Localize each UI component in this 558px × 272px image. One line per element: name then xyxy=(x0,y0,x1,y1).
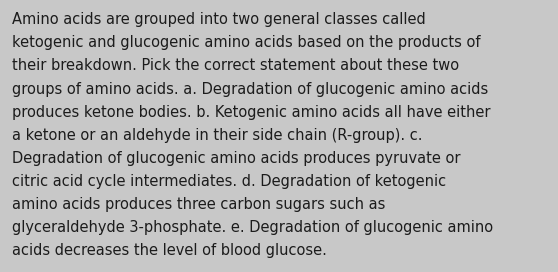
Text: ketogenic and glucogenic amino acids based on the products of: ketogenic and glucogenic amino acids bas… xyxy=(12,35,481,50)
Text: acids decreases the level of blood glucose.: acids decreases the level of blood gluco… xyxy=(12,243,327,258)
Text: glyceraldehyde 3-phosphate. e. Degradation of glucogenic amino: glyceraldehyde 3-phosphate. e. Degradati… xyxy=(12,220,493,235)
Text: a ketone or an aldehyde in their side chain (R-group). c.: a ketone or an aldehyde in their side ch… xyxy=(12,128,423,143)
Text: citric acid cycle intermediates. d. Degradation of ketogenic: citric acid cycle intermediates. d. Degr… xyxy=(12,174,446,189)
Text: their breakdown. Pick the correct statement about these two: their breakdown. Pick the correct statem… xyxy=(12,58,459,73)
Text: amino acids produces three carbon sugars such as: amino acids produces three carbon sugars… xyxy=(12,197,386,212)
Text: Amino acids are grouped into two general classes called: Amino acids are grouped into two general… xyxy=(12,12,426,27)
Text: groups of amino acids. a. Degradation of glucogenic amino acids: groups of amino acids. a. Degradation of… xyxy=(12,82,488,97)
Text: produces ketone bodies. b. Ketogenic amino acids all have either: produces ketone bodies. b. Ketogenic ami… xyxy=(12,105,491,120)
Text: Degradation of glucogenic amino acids produces pyruvate or: Degradation of glucogenic amino acids pr… xyxy=(12,151,461,166)
